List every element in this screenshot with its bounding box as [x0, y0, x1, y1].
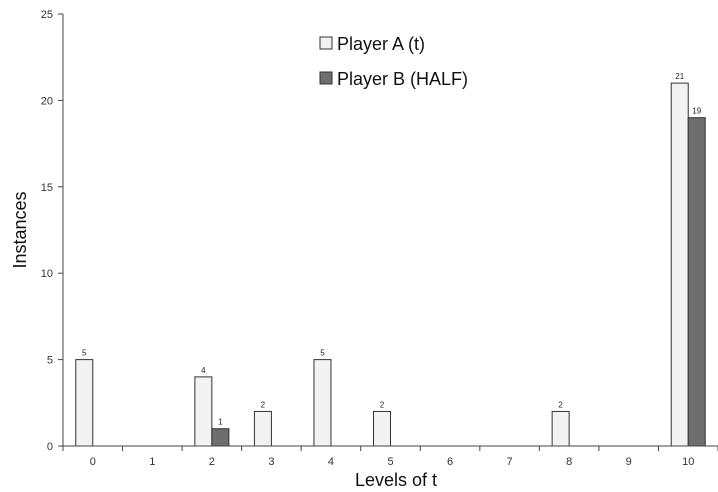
bar-series-1-cat-10 — [687, 117, 706, 447]
data-label: 2 — [558, 400, 563, 409]
y-ticks-layer: 0 5 10 15 20 25 — [41, 9, 63, 453]
legend-label-player-a: Player A (t) — [337, 34, 425, 54]
y-tick-label: 10 — [41, 268, 53, 280]
data-label: 2 — [380, 400, 385, 409]
y-tick-label: 15 — [41, 182, 53, 194]
bars-layer — [75, 82, 706, 447]
bar-series-0-cat-5 — [373, 410, 391, 447]
legend-label-player-b: Player B (HALF) — [337, 69, 468, 89]
x-tick-label: 2 — [209, 456, 215, 468]
bar-series-1-cat-2 — [211, 428, 230, 447]
bar-series-0-cat-0 — [75, 359, 94, 447]
bar-series-0-cat-10 — [670, 82, 689, 447]
bar-series-0-cat-3 — [253, 410, 272, 447]
legend-swatch-player-a — [319, 36, 333, 50]
legend: Player A (t) Player B (HALF) — [319, 34, 468, 89]
y-tick-label: 25 — [41, 9, 53, 21]
y-axis-title: Instances — [10, 191, 30, 268]
x-tick-label: 10 — [682, 456, 694, 468]
bar-series-0-cat-2 — [194, 376, 213, 447]
x-tick-label: 8 — [566, 456, 572, 468]
x-axis-title: Levels of t — [355, 470, 437, 490]
bar-series-0-cat-4 — [313, 359, 332, 447]
x-tick-label: 5 — [387, 456, 393, 468]
y-tick-label: 20 — [41, 95, 53, 107]
y-tick-label: 5 — [47, 355, 53, 367]
data-label: 1 — [218, 418, 223, 427]
x-tick-label: 7 — [507, 456, 513, 468]
legend-swatch-player-b — [319, 71, 333, 85]
axes-layer — [62, 14, 718, 447]
data-label: 5 — [320, 349, 325, 358]
data-label: 21 — [675, 72, 684, 81]
x-tick-label: 9 — [626, 456, 632, 468]
bar-series-0-cat-8 — [551, 410, 570, 447]
data-label: 4 — [201, 366, 206, 375]
x-tick-label: 1 — [149, 456, 155, 468]
data-label: 2 — [261, 400, 266, 409]
x-ticks-layer: 0 1 2 3 4 5 6 7 8 9 10 — [62, 446, 718, 468]
x-tick-label: 0 — [90, 456, 96, 468]
data-label: 5 — [82, 349, 87, 358]
data-labels-layer: 5 4 2 5 2 2 21 1 19 — [82, 72, 702, 427]
data-label: 19 — [692, 107, 701, 116]
x-tick-label: 4 — [328, 456, 334, 468]
x-tick-label: 6 — [447, 456, 453, 468]
y-tick-label: 0 — [47, 441, 53, 453]
x-tick-label: 3 — [268, 456, 274, 468]
